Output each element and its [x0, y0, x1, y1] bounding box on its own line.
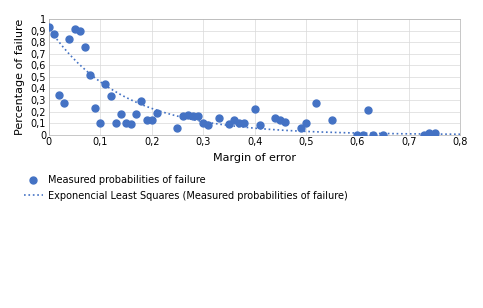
Measured probabilities of failure	[189, 114, 197, 119]
Measured probabilities of failure	[148, 117, 156, 122]
Measured probabilities of failure	[313, 101, 320, 106]
Measured probabilities of failure	[138, 99, 145, 103]
Measured probabilities of failure	[420, 132, 428, 137]
Measured probabilities of failure	[91, 106, 99, 111]
Measured probabilities of failure	[256, 123, 264, 128]
Exponencial Least Squares (Measured probabilities of failure)	[269, 128, 274, 131]
X-axis label: Margin of error: Margin of error	[213, 153, 296, 163]
Measured probabilities of failure	[55, 93, 63, 98]
Measured probabilities of failure	[153, 110, 161, 115]
Measured probabilities of failure	[132, 111, 140, 116]
Measured probabilities of failure	[241, 121, 248, 126]
Exponencial Least Squares (Measured probabilities of failure)	[244, 126, 250, 129]
Exponencial Least Squares (Measured probabilities of failure)	[46, 26, 52, 30]
Y-axis label: Percentage of failure: Percentage of failure	[15, 19, 25, 135]
Measured probabilities of failure	[204, 123, 212, 128]
Measured probabilities of failure	[60, 101, 68, 106]
Measured probabilities of failure	[66, 36, 73, 41]
Legend: Measured probabilities of failure, Exponencial Least Squares (Measured probabili: Measured probabilities of failure, Expon…	[21, 172, 351, 204]
Measured probabilities of failure	[184, 112, 192, 117]
Measured probabilities of failure	[359, 132, 367, 137]
Measured probabilities of failure	[179, 114, 186, 119]
Measured probabilities of failure	[97, 121, 104, 126]
Measured probabilities of failure	[235, 121, 243, 126]
Exponencial Least Squares (Measured probabilities of failure)	[383, 132, 389, 136]
Measured probabilities of failure	[364, 108, 371, 113]
Measured probabilities of failure	[426, 131, 433, 136]
Measured probabilities of failure	[354, 132, 361, 137]
Measured probabilities of failure	[173, 125, 181, 130]
Exponencial Least Squares (Measured probabilities of failure)	[448, 132, 454, 136]
Measured probabilities of failure	[251, 107, 258, 112]
Line: Exponencial Least Squares (Measured probabilities of failure): Exponencial Least Squares (Measured prob…	[49, 28, 460, 134]
Measured probabilities of failure	[76, 28, 84, 33]
Measured probabilities of failure	[142, 117, 150, 122]
Measured probabilities of failure	[122, 121, 130, 126]
Measured probabilities of failure	[379, 132, 387, 137]
Measured probabilities of failure	[117, 111, 125, 116]
Measured probabilities of failure	[194, 114, 202, 119]
Measured probabilities of failure	[271, 116, 279, 121]
Measured probabilities of failure	[45, 25, 53, 30]
Measured probabilities of failure	[127, 122, 135, 127]
Measured probabilities of failure	[302, 121, 310, 126]
Measured probabilities of failure	[71, 27, 78, 32]
Measured probabilities of failure	[369, 132, 377, 137]
Measured probabilities of failure	[276, 117, 284, 122]
Measured probabilities of failure	[112, 121, 120, 126]
Measured probabilities of failure	[225, 122, 233, 127]
Measured probabilities of failure	[199, 121, 207, 126]
Measured probabilities of failure	[107, 94, 114, 99]
Exponencial Least Squares (Measured probabilities of failure)	[457, 132, 463, 136]
Measured probabilities of failure	[297, 125, 305, 130]
Measured probabilities of failure	[328, 117, 336, 122]
Measured probabilities of failure	[230, 117, 238, 122]
Exponencial Least Squares (Measured probabilities of failure)	[291, 129, 297, 133]
Measured probabilities of failure	[86, 72, 94, 77]
Measured probabilities of failure	[215, 116, 223, 121]
Measured probabilities of failure	[431, 131, 439, 136]
Measured probabilities of failure	[81, 44, 89, 49]
Measured probabilities of failure	[101, 81, 109, 86]
Exponencial Least Squares (Measured probabilities of failure)	[242, 125, 247, 129]
Measured probabilities of failure	[282, 120, 289, 124]
Measured probabilities of failure	[50, 31, 58, 36]
